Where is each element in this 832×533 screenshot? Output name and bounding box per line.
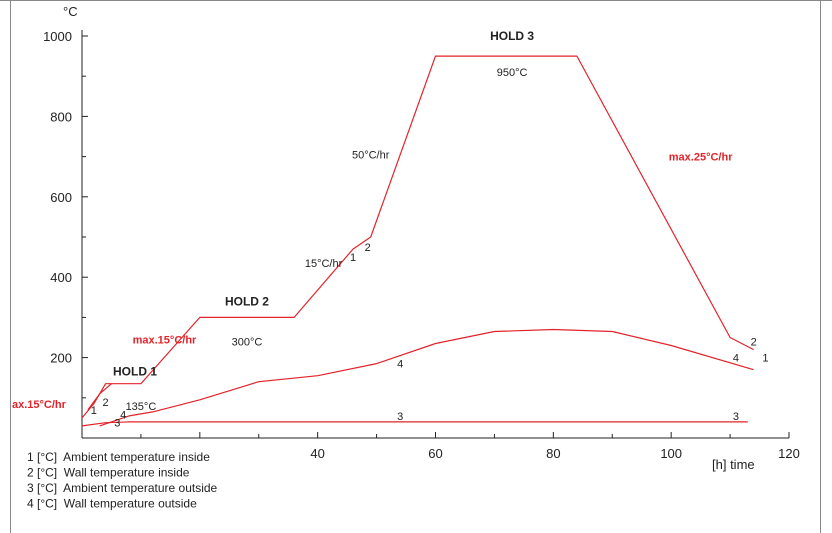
- x-unit-label: [h] time: [712, 457, 755, 472]
- x-tick-label: 80: [546, 446, 560, 461]
- legend: 1 [°C] Ambient temperature inside 2 [°C] …: [27, 450, 218, 511]
- curve-number-label: 2: [365, 242, 371, 254]
- series-line-3: [81, 421, 748, 427]
- x-tick-label: 40: [310, 446, 324, 461]
- curve-number-label: 4: [397, 359, 403, 371]
- annotation-label: 50°C/hr: [352, 150, 390, 162]
- y-tick-label: 1000: [43, 29, 72, 44]
- curve-number-label: 1: [91, 405, 97, 417]
- curve-number-label: 2: [751, 337, 757, 349]
- series-line-2: [87, 383, 112, 411]
- annotations: HOLD 1 135°C HOLD 2 300°C HOLD 3 950°C max.15°…: [12, 29, 733, 413]
- x-tick-label: 60: [428, 446, 442, 461]
- y-tick-label: 400: [50, 270, 72, 285]
- annotation-label: 950°C: [497, 67, 528, 79]
- y-ticks: 200 400 600 800 1000: [43, 29, 88, 399]
- series-line-4: [99, 328, 754, 427]
- annotation-label: ax.15°C/hr: [12, 399, 67, 411]
- curve-number-label: 3: [397, 411, 403, 423]
- annotation-label: 300°C: [232, 337, 263, 349]
- legend-entry: 3 [°C] Ambient temperature outside: [27, 481, 218, 495]
- legend-entry: 1 [°C] Ambient temperature inside: [27, 450, 210, 464]
- legend-entry: 2 [°C] Wall temperature inside: [27, 466, 190, 480]
- annotation-label: 15°C/hr: [305, 258, 343, 270]
- x-tick-label: 120: [778, 446, 800, 461]
- series-line-1: [81, 55, 754, 419]
- annotation-label: max.25°C/hr: [669, 152, 733, 164]
- curve-number-label: 1: [762, 353, 768, 365]
- annotation-label: HOLD 2: [225, 294, 269, 308]
- curve-number-label: 4: [733, 353, 739, 365]
- x-tick-label: 100: [660, 446, 682, 461]
- series: [81, 55, 754, 427]
- curve-number-label: 3: [733, 411, 739, 423]
- x-ticks: 40 60 80 100 120: [140, 432, 800, 461]
- y-tick-label: 600: [50, 190, 72, 205]
- curve-number-label: 3: [114, 418, 120, 430]
- y-unit-label: °C: [63, 4, 78, 19]
- y-tick-label: 800: [50, 109, 72, 124]
- annotation-label: 135°C: [126, 401, 157, 413]
- curve-number-label: 2: [103, 397, 109, 409]
- curve-number-label: 1: [350, 252, 356, 264]
- annotation-label: HOLD 3: [490, 29, 534, 43]
- axes: 200 400 600 800 1000 40 60 80 100 120 °C [h] tim…: [43, 4, 800, 472]
- y-tick-label: 200: [50, 351, 72, 366]
- legend-entry: 4 [°C] Wall temperature outside: [27, 497, 197, 511]
- annotation-label: max.15°C/hr: [133, 335, 197, 347]
- curve-number-label: 4: [120, 410, 126, 422]
- annotation-label: HOLD 1: [113, 365, 157, 379]
